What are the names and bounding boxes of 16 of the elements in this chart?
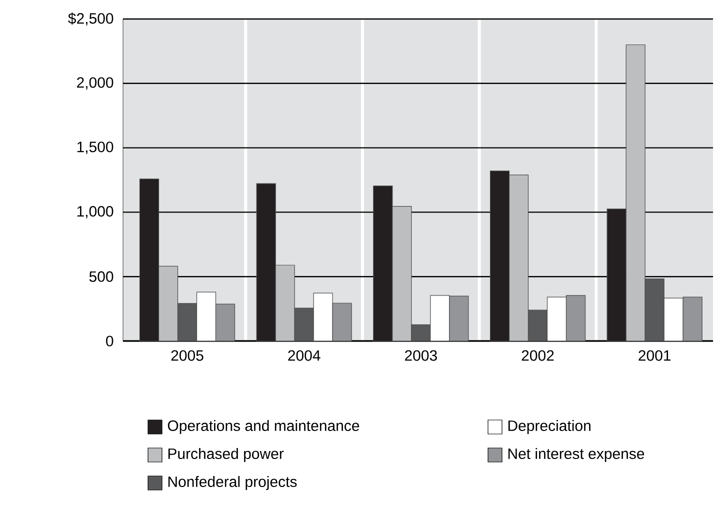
legend-label: Net interest expense [508,448,644,462]
x-tick-label: 2004 [288,350,320,361]
legend-label: Nonfederal projects [168,476,297,490]
legend-label: Operations and maintenance [168,420,360,434]
y-tick-label: $2,500 [68,12,114,26]
legend-label: Depreciation [508,420,590,434]
y-tick-label: 2,000 [77,77,114,90]
legend-label: Purchased power [168,448,284,462]
y-tick-label: 500 [89,271,114,282]
x-tick-label: 2001 [638,350,671,361]
y-tick-label: 1,000 [77,206,114,218]
x-tick-label: 2005 [171,350,204,361]
y-tick-label: 0 [106,336,114,346]
y-tick-label: 1,500 [77,142,114,154]
x-tick-label: 2003 [404,350,437,361]
x-tick-label: 2002 [522,350,554,361]
